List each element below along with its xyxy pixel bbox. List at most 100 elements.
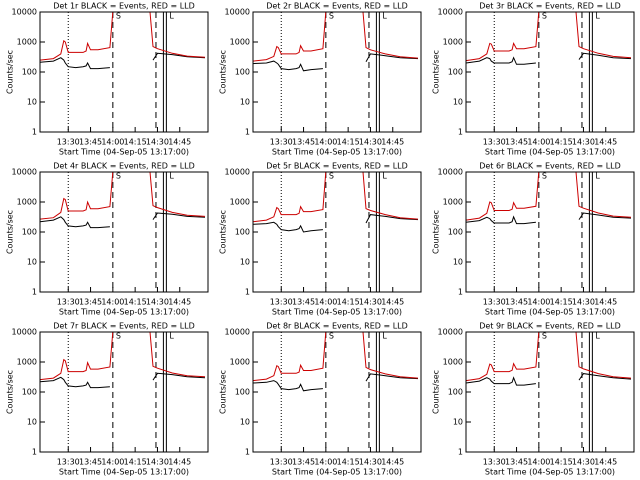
plot-frame (252, 11, 422, 133)
y-tick-label: 10 (453, 418, 463, 427)
chart-title: Det 1r BLACK = Events, RED = LLD (53, 2, 195, 11)
x-tick-label: 13:30 (483, 298, 506, 307)
y-tick-label: 10000 (225, 328, 250, 337)
plot-lines (253, 12, 419, 72)
panel: Det 4r BLACK = Events, RED = LLD Counts/s… (6, 162, 209, 317)
x-tick-label: 13:45 (79, 138, 102, 147)
x-tick-label: 13:30 (57, 458, 80, 467)
y-tick-label: 10000 (12, 168, 37, 177)
x-axis-label: Start Time (04-Sep-05 13:17:00) (485, 148, 615, 157)
x-tick-label: 14:15 (124, 138, 147, 147)
y-tick-label: 10 (27, 418, 37, 427)
x-tick-label: 14:30 (572, 298, 595, 307)
x-axis-label: Start Time (04-Sep-05 13:17:00) (59, 308, 189, 317)
annotation: L (169, 332, 174, 341)
plot-frame (465, 11, 635, 133)
plot-lines (40, 12, 206, 70)
x-tick-label: 14:00 (527, 138, 550, 147)
y-tick-label: 10 (27, 258, 37, 267)
panel: Det 6r BLACK = Events, RED = LLD Counts/s… (432, 162, 635, 317)
x-tick-label: 14:15 (550, 298, 573, 307)
annotation: S (116, 12, 121, 21)
y-tick-label: 100 (22, 228, 37, 237)
x-tick-label: 13:45 (292, 458, 315, 467)
annotation: S (116, 332, 121, 341)
panel: Det 5r BLACK = Events, RED = LLD Counts/s… (219, 162, 422, 317)
chart-title: Det 2r BLACK = Events, RED = LLD (266, 2, 408, 11)
x-tick-label: 14:45 (168, 298, 191, 307)
annotation: L (382, 332, 387, 341)
plot-lines (466, 172, 632, 225)
y-axis-label: Counts/sec (219, 50, 228, 94)
y-tick-label: 1000 (17, 358, 37, 367)
annotation: L (382, 172, 387, 181)
x-axis-label: Start Time (04-Sep-05 13:17:00) (272, 468, 402, 477)
y-tick-label: 100 (448, 228, 463, 237)
y-tick-label: 1000 (17, 38, 37, 47)
y-axis-label: Counts/sec (219, 370, 228, 414)
y-axis-label: Counts/sec (6, 370, 15, 414)
plot-lines (253, 332, 419, 392)
y-axis-label: Counts/sec (219, 210, 228, 254)
x-tick-label: 14:30 (572, 458, 595, 467)
annotation: S (542, 332, 547, 341)
x-tick-label: 14:45 (381, 138, 404, 147)
y-tick-label: 100 (448, 68, 463, 77)
series-line (253, 332, 419, 382)
x-tick-label: 14:00 (314, 458, 337, 467)
annotation: S (542, 172, 547, 181)
y-tick-label: 100 (235, 228, 250, 237)
x-tick-label: 13:45 (505, 458, 528, 467)
x-tick-label: 13:45 (505, 298, 528, 307)
y-tick-label: 10000 (12, 328, 37, 337)
plot-frame (39, 171, 209, 293)
x-tick-label: 14:30 (359, 298, 382, 307)
x-tick-label: 14:15 (550, 138, 573, 147)
chart-title: Det 5r BLACK = Events, RED = LLD (266, 162, 408, 171)
chart-title: Det 9r BLACK = Events, RED = LLD (479, 322, 621, 331)
series-line (253, 373, 419, 392)
series-line (466, 212, 632, 225)
x-tick-label: 14:00 (527, 298, 550, 307)
x-tick-label: 14:30 (359, 458, 382, 467)
annotation: S (329, 12, 334, 21)
series-line (253, 214, 419, 233)
series-line (40, 52, 206, 70)
series-line (466, 52, 632, 65)
annotation: S (116, 172, 121, 181)
chart-title: Det 4r BLACK = Events, RED = LLD (53, 162, 195, 171)
x-tick-label: 13:30 (483, 458, 506, 467)
x-tick-label: 13:45 (505, 138, 528, 147)
series-line (253, 172, 419, 223)
series-line (466, 172, 632, 221)
x-tick-label: 13:30 (57, 298, 80, 307)
x-tick-label: 14:00 (101, 458, 124, 467)
y-tick-label: 100 (22, 388, 37, 397)
annotation: S (329, 172, 334, 181)
x-tick-label: 13:45 (292, 298, 315, 307)
x-tick-label: 13:30 (270, 138, 293, 147)
series-line (40, 332, 206, 381)
y-tick-label: 1000 (230, 198, 250, 207)
series-line (40, 372, 206, 389)
y-tick-label: 10 (240, 98, 250, 107)
x-tick-label: 14:45 (594, 138, 617, 147)
series-line (466, 373, 632, 386)
x-tick-label: 14:45 (168, 138, 191, 147)
y-tick-label: 1 (32, 448, 37, 457)
x-tick-label: 14:00 (527, 458, 550, 467)
series-line (253, 12, 419, 62)
x-axis-label: Start Time (04-Sep-05 13:17:00) (485, 308, 615, 317)
chart-title: Det 8r BLACK = Events, RED = LLD (266, 322, 408, 331)
panel: Det 7r BLACK = Events, RED = LLD Counts/s… (6, 322, 209, 477)
plot-lines (466, 332, 632, 386)
chart-title: Det 6r BLACK = Events, RED = LLD (479, 162, 621, 171)
x-tick-label: 14:45 (594, 458, 617, 467)
y-tick-label: 10 (240, 258, 250, 267)
x-tick-label: 14:45 (594, 298, 617, 307)
annotation: S (542, 12, 547, 21)
panel: Det 2r BLACK = Events, RED = LLD Counts/s… (219, 2, 422, 157)
plot-lines (253, 172, 419, 233)
x-tick-label: 14:30 (146, 138, 169, 147)
series-line (466, 332, 632, 382)
